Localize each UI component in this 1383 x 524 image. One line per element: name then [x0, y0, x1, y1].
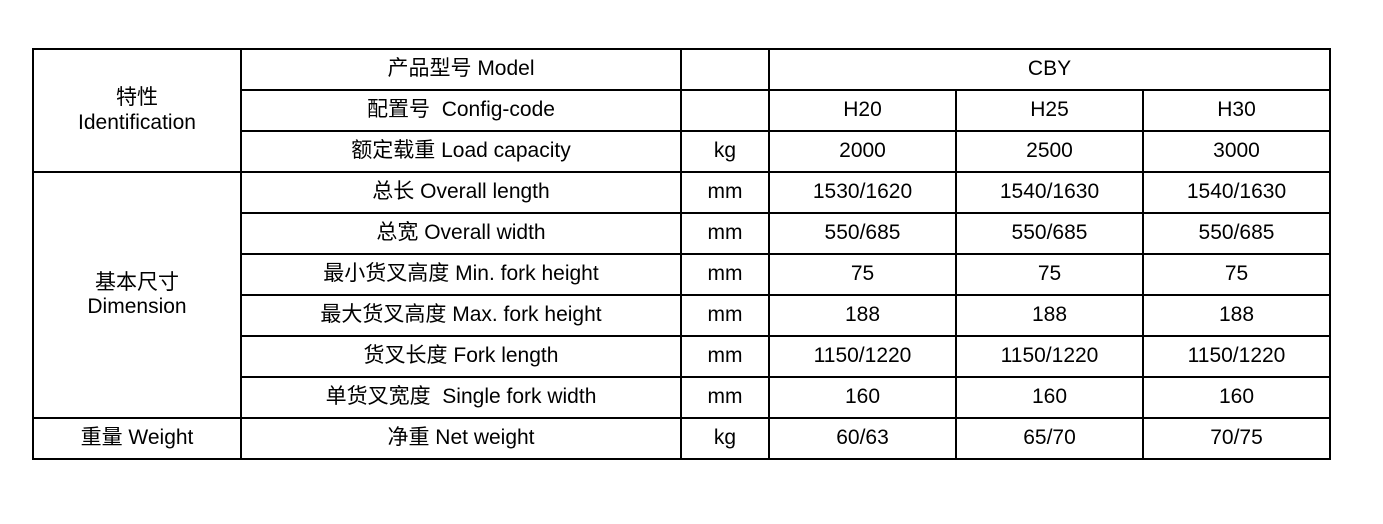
value-max-fork-height-h25: 188 [955, 294, 1144, 337]
param-capacity: 额定载重 Load capacity [240, 130, 682, 173]
param-overall-width: 总宽 Overall width [240, 212, 682, 255]
value-capacity-h25: 2500 [955, 130, 1144, 173]
row-net-weight: 重量 Weight 净重 Net weight kg 60/63 65/70 7… [32, 417, 1331, 460]
value-overall-width-h20: 550/685 [768, 212, 957, 255]
category-identification-zh: 特性 [116, 86, 158, 110]
row-model: 特性 Identification 产品型号 Model CBY [32, 48, 1331, 173]
unit-single-fork-width: mm [680, 376, 770, 419]
unit-min-fork-height: mm [680, 253, 770, 296]
param-overall-length: 总长 Overall length [240, 171, 682, 214]
param-config: 配置号 Config-code [240, 89, 682, 132]
row-max-fork-height: 最大货叉高度 Max. fork height mm 188 188 188 [33, 294, 1331, 337]
value-capacity-h30: 3000 [1142, 130, 1331, 173]
unit-net-weight: kg [680, 417, 770, 460]
value-fork-length-h20: 1150/1220 [768, 335, 957, 378]
value-capacity-h20: 2000 [768, 130, 957, 173]
unit-overall-length: mm [680, 171, 770, 214]
category-dimension-en: Dimension [87, 295, 187, 318]
category-identification: 特性 Identification [32, 48, 242, 173]
unit-max-fork-height: mm [680, 294, 770, 337]
value-net-weight-h30: 70/75 [1142, 417, 1331, 460]
category-dimension: 基本尺寸 Dimension [32, 171, 242, 419]
unit-fork-length: mm [680, 335, 770, 378]
spec-table: 特性 Identification 产品型号 Model CBY 配置号 Con… [32, 48, 1331, 460]
value-max-fork-height-h30: 188 [1142, 294, 1331, 337]
value-fork-length-h30: 1150/1220 [1142, 335, 1331, 378]
value-overall-length-h20: 1530/1620 [768, 171, 957, 214]
row-config: 配置号 Config-code H20 H25 H30 [33, 89, 1331, 132]
unit-capacity: kg [680, 130, 770, 173]
param-net-weight: 净重 Net weight [240, 417, 682, 460]
value-min-fork-height-h25: 75 [955, 253, 1144, 296]
category-identification-en: Identification [78, 110, 196, 134]
value-overall-width-h30: 550/685 [1142, 212, 1331, 255]
row-overall-length: 基本尺寸 Dimension 总长 Overall length mm 1530… [32, 171, 1331, 419]
unit-config [680, 89, 770, 132]
value-single-fork-width-h20: 160 [768, 376, 957, 419]
value-fork-length-h25: 1150/1220 [955, 335, 1144, 378]
value-config-h20: H20 [768, 89, 957, 132]
value-config-h25: H25 [955, 89, 1144, 132]
value-overall-length-h25: 1540/1630 [955, 171, 1144, 214]
row-capacity: 额定载重 Load capacity kg 2000 2500 3000 [33, 130, 1331, 173]
value-single-fork-width-h25: 160 [955, 376, 1144, 419]
value-config-h30: H30 [1142, 89, 1331, 132]
param-single-fork-width: 单货叉宽度 Single fork width [240, 376, 682, 419]
value-net-weight-h25: 65/70 [955, 417, 1144, 460]
param-max-fork-height: 最大货叉高度 Max. fork height [240, 294, 682, 337]
unit-model [680, 48, 770, 91]
value-min-fork-height-h20: 75 [768, 253, 957, 296]
value-overall-length-h30: 1540/1630 [1142, 171, 1331, 214]
value-max-fork-height-h20: 188 [768, 294, 957, 337]
row-min-fork-height: 最小货叉高度 Min. fork height mm 75 75 75 [33, 253, 1331, 296]
value-min-fork-height-h30: 75 [1142, 253, 1331, 296]
category-dimension-zh: 基本尺寸 [95, 270, 179, 294]
value-single-fork-width-h30: 160 [1142, 376, 1331, 419]
row-fork-length: 货叉长度 Fork length mm 1150/1220 1150/1220 … [33, 335, 1331, 378]
param-fork-length: 货叉长度 Fork length [240, 335, 682, 378]
value-model-merged: CBY [768, 48, 1331, 91]
param-min-fork-height: 最小货叉高度 Min. fork height [240, 253, 682, 296]
param-model: 产品型号 Model [240, 48, 682, 91]
row-single-fork-width: 单货叉宽度 Single fork width mm 160 160 160 [33, 376, 1331, 419]
value-overall-width-h25: 550/685 [955, 212, 1144, 255]
unit-overall-width: mm [680, 212, 770, 255]
category-weight: 重量 Weight [32, 417, 242, 460]
row-overall-width: 总宽 Overall width mm 550/685 550/685 550/… [33, 212, 1331, 255]
value-net-weight-h20: 60/63 [768, 417, 957, 460]
